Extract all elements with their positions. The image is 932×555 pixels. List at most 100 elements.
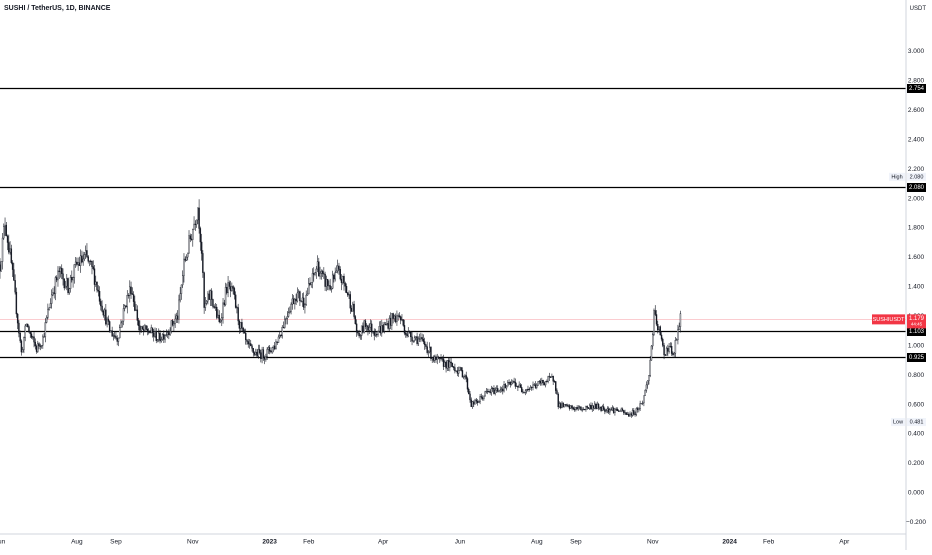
candle-body bbox=[527, 388, 529, 390]
candle-body bbox=[159, 332, 161, 342]
candle-body bbox=[667, 348, 669, 352]
candle-body bbox=[331, 274, 334, 289]
candle-body bbox=[182, 275, 184, 286]
candle-body bbox=[460, 367, 462, 371]
candle-body bbox=[321, 271, 324, 274]
candle-body bbox=[292, 298, 295, 305]
candle-body bbox=[16, 313, 19, 324]
x-tick-label: Apr bbox=[839, 539, 850, 546]
candle-body bbox=[633, 410, 635, 415]
candle-body bbox=[237, 307, 239, 322]
candle-body bbox=[221, 317, 223, 321]
candle-body bbox=[364, 320, 367, 327]
candle-body bbox=[256, 351, 258, 357]
y-tick-label: 0.200 bbox=[908, 460, 925, 467]
candle-body bbox=[63, 278, 65, 289]
candle-body bbox=[437, 356, 440, 359]
x-tick-label: 2024 bbox=[722, 539, 737, 546]
candle-body bbox=[554, 381, 557, 391]
x-tick-label: Nov bbox=[647, 539, 659, 546]
x-tick-label: Feb bbox=[763, 539, 775, 546]
y-tick-label: 0.400 bbox=[908, 431, 925, 438]
candle-body bbox=[586, 406, 588, 408]
candle-body bbox=[188, 235, 190, 254]
candle-body bbox=[504, 384, 506, 389]
candle-body bbox=[316, 261, 319, 270]
candle-body bbox=[13, 269, 15, 281]
candle-body bbox=[650, 345, 653, 361]
candle-body bbox=[350, 307, 353, 312]
candle-body bbox=[512, 381, 514, 384]
candle-body bbox=[223, 302, 225, 305]
candle-body bbox=[300, 300, 302, 302]
candle-body bbox=[229, 286, 232, 291]
candle-body bbox=[571, 405, 573, 408]
candle-body bbox=[193, 223, 195, 230]
candle-body bbox=[151, 327, 154, 334]
candle-body bbox=[660, 334, 663, 340]
candle-body bbox=[377, 330, 379, 336]
candle-body bbox=[33, 336, 35, 343]
candle-body bbox=[451, 362, 454, 367]
candle-body bbox=[198, 207, 200, 229]
candle-body bbox=[444, 362, 446, 367]
candle-body bbox=[6, 235, 9, 243]
candle-body bbox=[192, 229, 194, 240]
candle-body bbox=[383, 323, 386, 332]
candle-body bbox=[616, 409, 619, 412]
candle-body bbox=[309, 283, 311, 285]
candle-body bbox=[631, 410, 634, 416]
x-tick-label: Nov bbox=[187, 539, 199, 546]
currency-label: USDT bbox=[909, 6, 926, 12]
candle-body bbox=[270, 351, 272, 353]
high-tag-bg bbox=[889, 172, 905, 181]
candle-body bbox=[101, 305, 103, 312]
candle-body bbox=[471, 401, 474, 407]
candle-body bbox=[484, 391, 486, 397]
candle-body bbox=[144, 325, 146, 331]
candle-body bbox=[267, 347, 270, 350]
candle-body bbox=[190, 238, 193, 240]
candle-body bbox=[626, 413, 629, 415]
candle-body bbox=[413, 337, 416, 341]
y-tick-label: 3.000 bbox=[908, 48, 925, 55]
candle-body bbox=[173, 323, 175, 326]
candle-body bbox=[338, 265, 340, 270]
candle-body bbox=[412, 340, 415, 342]
candle-body bbox=[67, 278, 69, 294]
x-tick-label: 2023 bbox=[262, 539, 277, 546]
candle-body bbox=[164, 335, 166, 340]
candle-body bbox=[347, 292, 349, 296]
candle-body bbox=[495, 388, 498, 391]
candle-body bbox=[435, 356, 437, 360]
candle-body bbox=[515, 385, 518, 387]
candle-body bbox=[262, 349, 265, 358]
candle-body bbox=[609, 409, 611, 413]
candle-body bbox=[480, 396, 483, 398]
candle-body bbox=[302, 297, 305, 308]
candle-body bbox=[77, 262, 79, 265]
candle-body bbox=[199, 228, 202, 243]
x-tick-label: Jun bbox=[455, 539, 466, 546]
y-tick-label: 2.200 bbox=[908, 166, 925, 173]
candle-body bbox=[432, 357, 435, 361]
candle-body bbox=[376, 334, 378, 336]
candle-body bbox=[102, 310, 105, 316]
candle-body bbox=[388, 317, 391, 329]
candle-body bbox=[212, 299, 214, 307]
candle-body bbox=[142, 328, 145, 331]
current-price-tag-bg bbox=[907, 314, 926, 329]
candle-body bbox=[589, 404, 591, 409]
candle-body bbox=[304, 304, 306, 308]
candle-body bbox=[490, 388, 493, 393]
y-tick-label: 0.800 bbox=[908, 372, 925, 379]
candle-body bbox=[45, 317, 48, 323]
candle-body bbox=[358, 332, 360, 337]
candle-body bbox=[88, 260, 91, 262]
candle-body bbox=[402, 319, 404, 326]
candle-body bbox=[479, 396, 481, 402]
candle-body bbox=[587, 407, 590, 409]
candle-body bbox=[499, 389, 501, 392]
